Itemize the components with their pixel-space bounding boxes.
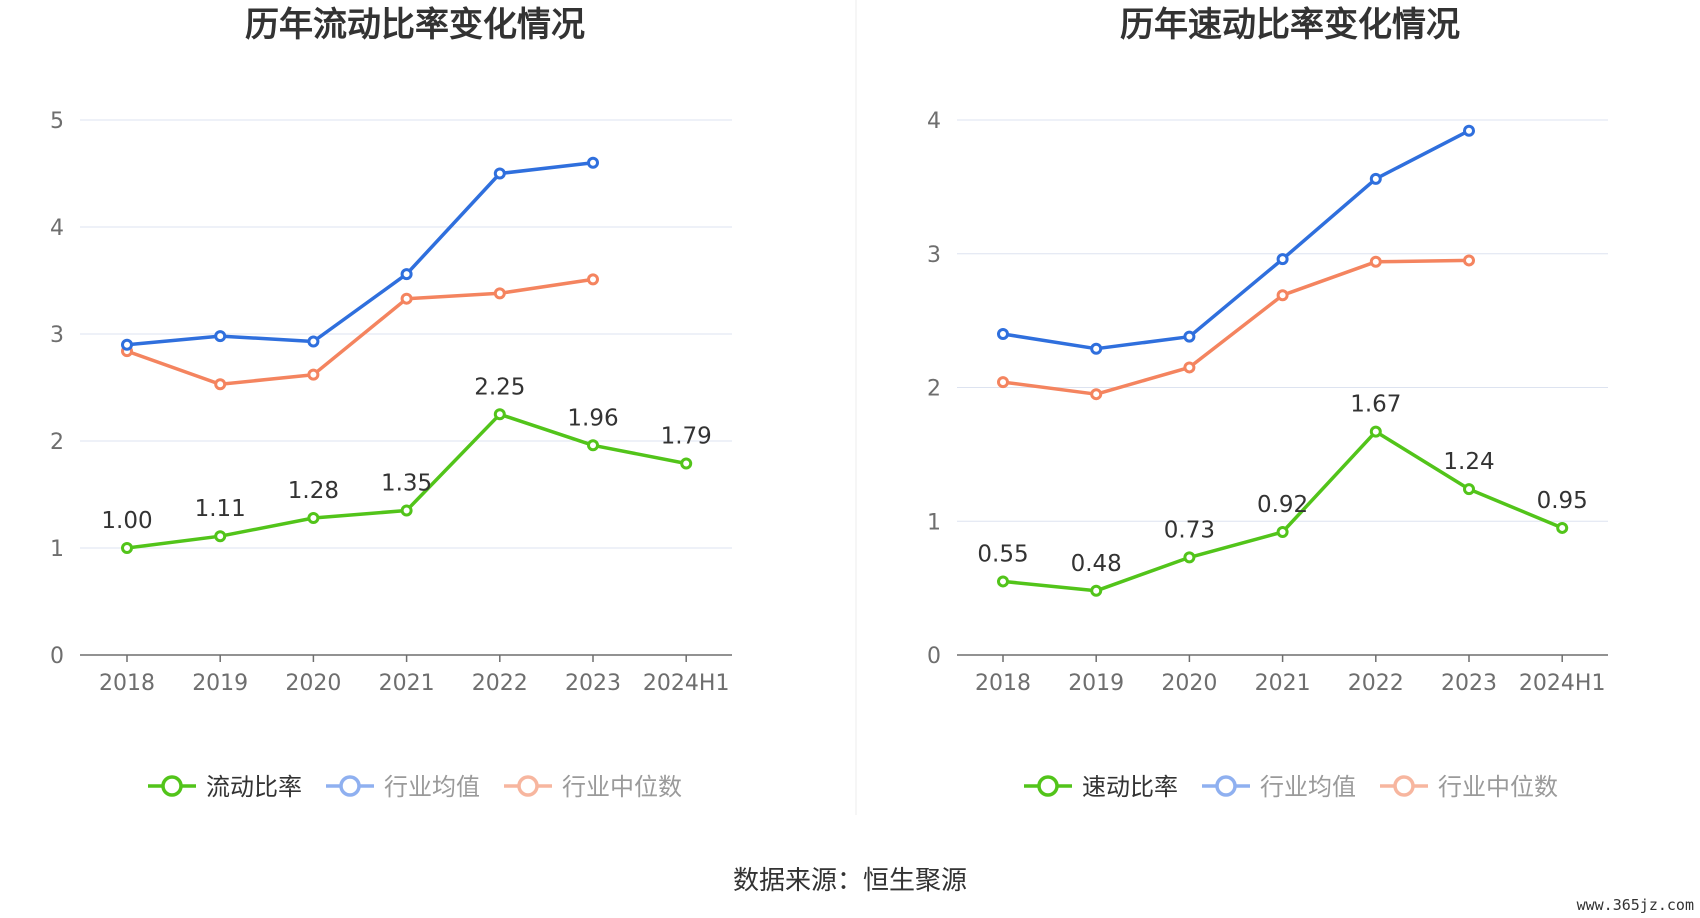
series-line-industry-average (126, 161, 594, 347)
data-point-industry-average (493, 167, 506, 180)
y-tick-label: 0 (50, 644, 64, 669)
watermark-text: www.365jz.com (1576, 896, 1694, 914)
data-point-company (1183, 551, 1196, 564)
legend-label-company: 流动比率 (206, 773, 302, 801)
data-point-industry-average (1369, 172, 1382, 185)
data-point-company (214, 530, 227, 543)
y-tick-label: 1 (927, 510, 941, 535)
x-tick-label: 2019 (1068, 671, 1124, 696)
x-tick-label: 2019 (192, 671, 248, 696)
data-point-industry-average (307, 335, 320, 348)
x-tick-label: 2024H1 (1519, 671, 1606, 696)
data-point-industry-average (121, 338, 133, 351)
data-point-industry-median (1276, 289, 1289, 302)
data-point-company (1463, 483, 1475, 496)
data-point-company (493, 408, 506, 421)
data-label: 1.79 (661, 423, 712, 449)
data-label: 1.00 (101, 508, 152, 534)
chart-title: 历年速动比率变化情况 (1120, 5, 1460, 45)
x-tick-label: 2018 (99, 671, 155, 696)
data-point-industry-median (1183, 361, 1196, 374)
data-point-industry-median (587, 273, 599, 286)
data-label: 1.35 (381, 471, 432, 497)
data-point-industry-median (307, 368, 320, 381)
data-label: 1.67 (1350, 392, 1401, 418)
legend-label-company: 速动比率 (1082, 773, 1178, 801)
data-label: 1.11 (195, 496, 246, 522)
quick-ratio-chart: 历年速动比率变化情况 0 1 2 3 4 2018 2019 2020 2021 2022 2023 2… (927, 5, 1608, 801)
x-tick-label: 2024H1 (643, 671, 730, 696)
data-point-company (1276, 525, 1289, 538)
data-point-industry-average (1463, 124, 1475, 137)
data-label: 1.28 (288, 478, 339, 504)
legend-swatch-marker (517, 775, 539, 797)
y-tick-label: 1 (50, 537, 64, 562)
legend-swatch-marker (1393, 775, 1415, 797)
data-point-company (1090, 584, 1103, 597)
data-point-industry-median (1463, 254, 1475, 267)
data-point-company (1369, 425, 1382, 438)
data-point-industry-median (400, 292, 413, 305)
legend-swatch-marker (1215, 775, 1237, 797)
x-tick-label: 2022 (1348, 671, 1404, 696)
y-tick-label: 0 (927, 644, 941, 669)
data-label: 0.73 (1164, 517, 1215, 543)
legend-swatch-marker (161, 775, 183, 797)
data-point-company (997, 575, 1009, 588)
data-point-industry-average (1090, 342, 1103, 355)
data-point-industry-average (587, 156, 599, 169)
legend-label-industry-average: 行业均值 (384, 773, 480, 801)
legend-label-industry-median: 行业中位数 (1438, 773, 1558, 801)
chart-title: 历年流动比率变化情况 (245, 5, 585, 45)
y-tick-label: 2 (50, 430, 64, 455)
legend-swatch-marker (1037, 775, 1059, 797)
y-tick-label: 5 (50, 109, 64, 134)
data-point-company (400, 504, 413, 517)
data-point-industry-average (214, 330, 227, 343)
data-point-company (680, 457, 693, 470)
data-point-industry-median (1090, 388, 1103, 401)
y-tick-label: 3 (927, 243, 941, 268)
data-point-industry-median (997, 376, 1009, 389)
x-tick-label: 2023 (1441, 671, 1497, 696)
data-label: 1.96 (567, 405, 618, 431)
data-point-company (307, 512, 320, 525)
data-point-industry-average (997, 328, 1009, 340)
x-tick-label: 2018 (975, 671, 1031, 696)
data-point-industry-average (400, 268, 413, 281)
data-point-industry-average (1276, 253, 1289, 266)
legend-label-industry-median: 行业中位数 (562, 773, 682, 801)
data-label: 0.95 (1537, 488, 1588, 514)
data-point-industry-median (1369, 255, 1382, 268)
y-tick-label: 3 (50, 323, 64, 348)
data-label: 0.92 (1257, 492, 1308, 518)
data-point-industry-median (493, 287, 506, 300)
y-tick-label: 4 (50, 216, 64, 241)
series-line-industry-median (1002, 258, 1470, 396)
data-point-industry-median (214, 378, 227, 391)
data-point-company (121, 542, 133, 554)
data-point-company (587, 439, 599, 452)
data-point-industry-average (1183, 330, 1196, 343)
series-line-industry-average (1002, 129, 1470, 351)
data-label: 0.48 (1071, 551, 1122, 577)
current-ratio-chart: 历年流动比率变化情况 0 1 2 3 4 5 2018 2019 2020 2021 2022 2023… (50, 5, 732, 801)
x-tick-label: 2023 (565, 671, 621, 696)
y-tick-label: 2 (927, 377, 941, 402)
data-label: 1.24 (1443, 449, 1494, 475)
x-tick-label: 2021 (1255, 671, 1311, 696)
x-tick-label: 2020 (285, 671, 341, 696)
source-caption: 数据来源：恒生聚源 (732, 866, 967, 896)
y-tick-label: 4 (927, 109, 941, 134)
legend-label-industry-average: 行业均值 (1260, 773, 1356, 801)
legend-swatch-marker (339, 775, 361, 797)
data-label: 0.55 (977, 541, 1028, 567)
x-tick-label: 2021 (379, 671, 435, 696)
data-point-company (1556, 521, 1569, 534)
x-tick-label: 2020 (1161, 671, 1217, 696)
series-line-industry-median (126, 277, 594, 387)
x-tick-label: 2022 (472, 671, 528, 696)
data-label: 2.25 (474, 374, 525, 400)
